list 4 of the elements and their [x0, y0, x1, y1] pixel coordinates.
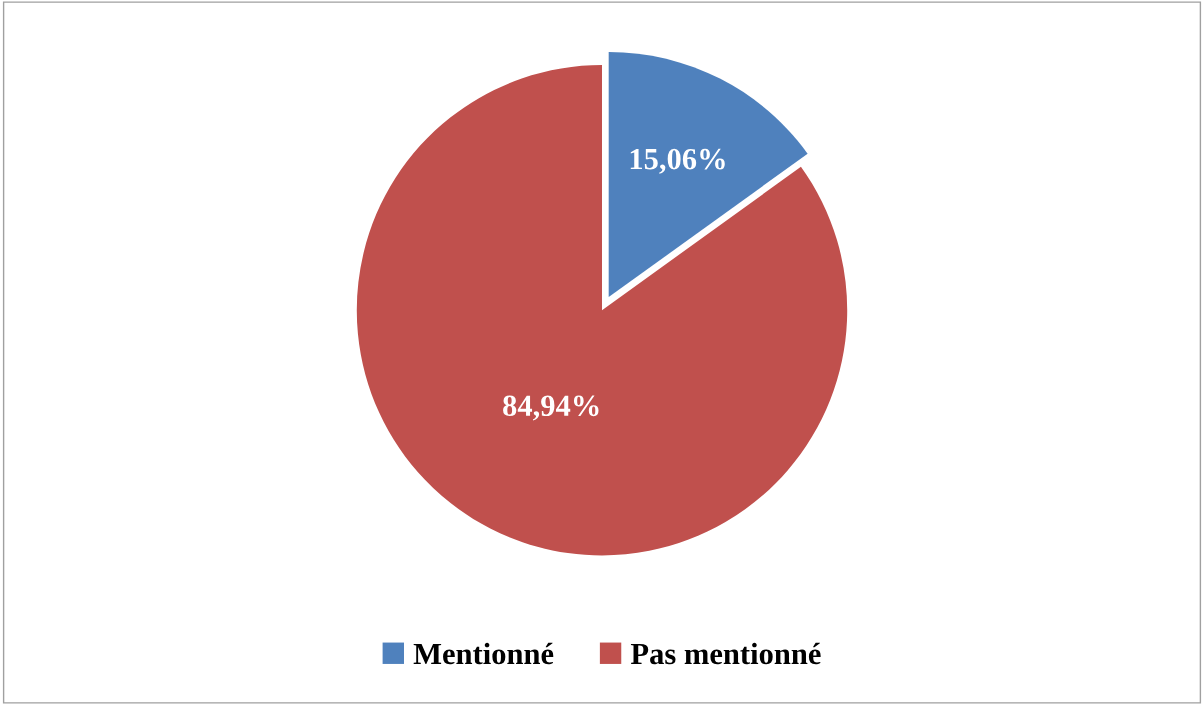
data-label: 15,06%: [630, 148, 725, 174]
legend-label: Pas mentionné: [630, 642, 821, 665]
legend-label: Mentionné: [413, 642, 554, 665]
data-label: 84,94%: [503, 395, 599, 421]
